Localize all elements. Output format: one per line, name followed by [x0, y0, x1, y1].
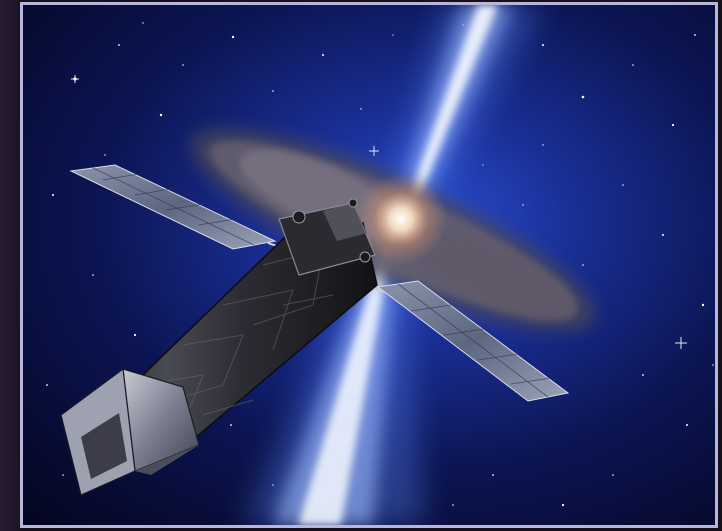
space-telescope-illustration	[23, 5, 715, 525]
jet-lower	[243, 233, 423, 525]
bright-stars	[71, 75, 687, 349]
image-frame	[20, 2, 718, 528]
starfield	[46, 22, 714, 507]
solar-panel-left	[69, 164, 299, 254]
black-hole-core-glow	[355, 173, 447, 265]
jet-upper	[383, 5, 543, 220]
detector-module	[60, 367, 200, 496]
